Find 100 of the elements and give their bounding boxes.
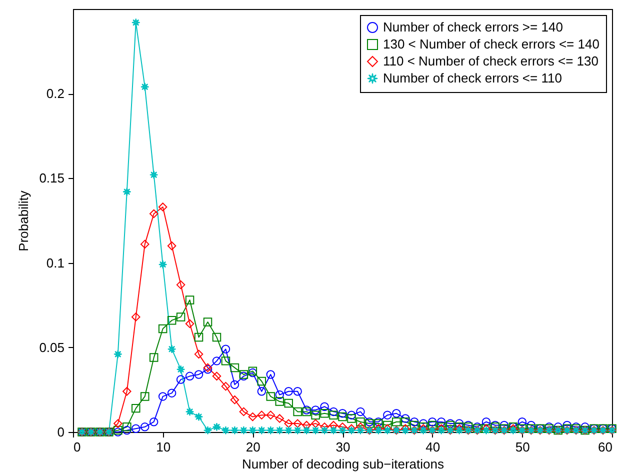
point — [257, 387, 266, 396]
point — [311, 426, 320, 435]
point — [329, 410, 338, 420]
point — [338, 422, 347, 432]
point — [212, 372, 222, 381]
point — [158, 202, 168, 212]
point — [185, 372, 194, 381]
point — [275, 426, 284, 435]
point — [167, 316, 176, 325]
point — [401, 417, 410, 426]
point — [275, 390, 284, 400]
point — [266, 410, 276, 420]
point — [338, 412, 347, 422]
point — [329, 420, 338, 430]
point — [132, 18, 140, 27]
point — [176, 280, 186, 290]
point — [418, 419, 428, 428]
point — [392, 417, 401, 426]
point — [356, 407, 365, 416]
point — [266, 426, 276, 435]
point — [347, 414, 356, 423]
point — [284, 419, 293, 428]
point — [482, 417, 491, 426]
point — [176, 365, 186, 374]
point — [122, 187, 132, 196]
point — [554, 422, 562, 432]
point — [114, 350, 122, 359]
point — [248, 412, 258, 422]
point — [221, 344, 230, 354]
point — [293, 419, 302, 428]
y-axis-title: Probability — [16, 190, 32, 252]
point — [311, 406, 320, 414]
point — [140, 422, 150, 432]
point — [293, 407, 302, 416]
point — [203, 318, 212, 326]
point — [212, 332, 222, 342]
point — [329, 407, 338, 416]
point — [320, 402, 329, 411]
x-tick-label: 20 — [246, 440, 260, 454]
point — [338, 409, 347, 418]
point — [176, 375, 186, 384]
y-tick-label: 0.05 — [39, 340, 64, 355]
point — [176, 312, 186, 322]
x-tick-label: 50 — [515, 440, 530, 454]
point — [356, 422, 365, 432]
point — [230, 395, 240, 404]
y-tick-label: 0.15 — [39, 170, 64, 186]
point — [167, 388, 176, 398]
point — [320, 409, 329, 418]
point — [428, 417, 437, 426]
point — [212, 356, 222, 366]
point — [284, 387, 293, 396]
point — [158, 392, 168, 401]
point — [221, 382, 230, 391]
point — [410, 417, 419, 426]
x-tick-label: 30 — [336, 440, 350, 454]
point — [194, 412, 204, 422]
point — [185, 319, 194, 328]
point — [338, 426, 347, 435]
point — [167, 344, 176, 354]
point — [401, 414, 410, 423]
point — [356, 417, 365, 426]
point — [239, 426, 248, 435]
point — [212, 422, 222, 432]
point — [293, 387, 302, 396]
x-tick-label: 60 — [598, 440, 612, 454]
point — [221, 426, 230, 435]
point — [167, 242, 176, 250]
point — [158, 324, 168, 334]
point — [132, 404, 140, 413]
point — [257, 426, 266, 435]
point — [158, 260, 168, 269]
point — [311, 410, 320, 420]
y-tick-label: 0 — [57, 424, 64, 440]
point — [114, 419, 122, 428]
point — [293, 426, 302, 435]
point — [149, 209, 158, 218]
point — [284, 426, 293, 435]
point — [122, 426, 132, 435]
point — [194, 350, 204, 359]
point — [194, 370, 204, 379]
x-tick-label: 0 — [74, 440, 81, 454]
point — [257, 376, 266, 386]
point — [149, 353, 158, 362]
point — [518, 417, 527, 426]
point — [140, 82, 150, 92]
point — [410, 420, 419, 430]
point — [230, 380, 240, 389]
point — [140, 240, 150, 249]
point — [392, 409, 401, 418]
point — [347, 410, 356, 420]
y-tick-label: 0.1 — [46, 255, 64, 270]
point — [194, 332, 204, 342]
x-tick-label: 10 — [156, 440, 171, 454]
y-tick-label: 0.2 — [46, 86, 64, 102]
point — [149, 417, 158, 426]
point — [239, 407, 248, 416]
point — [284, 398, 293, 408]
point — [275, 414, 284, 423]
legend-label: 130 < Number of check errors <= 140 — [383, 36, 600, 52]
